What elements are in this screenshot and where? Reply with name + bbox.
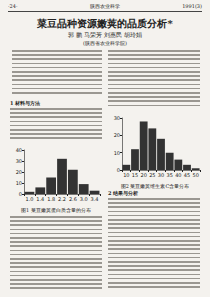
svg-text:0: 0 bbox=[19, 191, 22, 197]
svg-text:40: 40 bbox=[16, 147, 22, 153]
html-text:图1 菜豆嫩荚蛋白质含量的分布: 图1 菜豆嫩荚蛋白质含量的分布 bbox=[21, 207, 91, 213]
svg-text:45: 45 bbox=[184, 172, 190, 178]
svg-text:25: 25 bbox=[149, 172, 155, 178]
html-text:图2 菜豆嫩荚维生素C含量分布: 图2 菜豆嫩荚维生素C含量分布 bbox=[120, 183, 190, 189]
html-text:2 结果与分析: 2 结果与分析 bbox=[108, 190, 139, 196]
svg-text:1.4: 1.4 bbox=[36, 196, 44, 202]
svg-text:40: 40 bbox=[175, 172, 181, 178]
html-text:郭 鹏 马荣芳 刘惠民 胡玲娟: 郭 鹏 马荣芳 刘惠民 胡玲娟 bbox=[68, 31, 142, 38]
svg-text:20: 20 bbox=[140, 172, 146, 178]
html-text:陕西农业科学: 陕西农业科学 bbox=[90, 3, 120, 9]
html-text:1991(3): 1991(3) bbox=[182, 3, 202, 9]
svg-text:3.4: 3.4 bbox=[91, 196, 99, 202]
svg-text:0: 0 bbox=[117, 167, 120, 173]
svg-text:2.6: 2.6 bbox=[69, 196, 77, 202]
svg-text:2.2: 2.2 bbox=[58, 196, 66, 202]
svg-text:30: 30 bbox=[16, 158, 22, 164]
svg-text:15: 15 bbox=[132, 172, 138, 178]
svg-text:10: 10 bbox=[123, 172, 129, 178]
svg-text:20: 20 bbox=[114, 132, 120, 138]
html-text:(陕西省农业科学院): (陕西省农业科学院) bbox=[83, 40, 127, 46]
svg-text:3.0: 3.0 bbox=[80, 196, 88, 202]
svg-text:10: 10 bbox=[16, 180, 22, 186]
svg-text:1.8: 1.8 bbox=[47, 196, 55, 202]
html-text:1 材料与方法: 1 材料与方法 bbox=[10, 100, 41, 106]
svg-text:1.0: 1.0 bbox=[25, 196, 33, 202]
svg-text:20: 20 bbox=[16, 169, 22, 175]
svg-text:10: 10 bbox=[114, 150, 120, 156]
html-text:·24·: ·24· bbox=[8, 3, 18, 9]
svg-text:30: 30 bbox=[158, 172, 164, 178]
html-text:菜豆品种资源嫩荚的品质分析*: 菜豆品种资源嫩荚的品质分析* bbox=[37, 18, 173, 29]
svg-text:35: 35 bbox=[166, 172, 172, 178]
svg-text:50: 50 bbox=[192, 172, 198, 178]
svg-text:30: 30 bbox=[114, 115, 120, 121]
